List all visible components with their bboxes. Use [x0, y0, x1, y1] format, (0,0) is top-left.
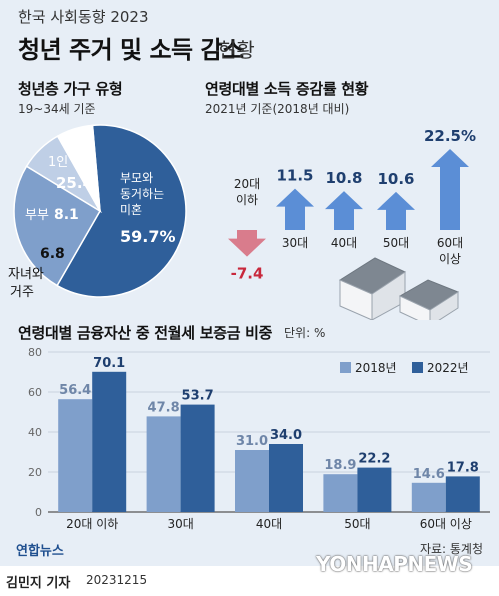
pie-label: 1인 가구 [48, 155, 96, 170]
income-category: 40대 [331, 236, 357, 250]
bar [357, 467, 392, 512]
pie-value: 59.7% [120, 227, 176, 246]
income-arrow [325, 191, 363, 230]
bar [269, 444, 303, 512]
house-part [429, 291, 459, 320]
house-part [399, 295, 431, 320]
income-category: 60대 [437, 236, 463, 250]
x-tick-label: 20대 이하 [66, 517, 118, 531]
author: 김민지 기자 [6, 576, 71, 591]
yonhap-watermark: YONHAPNEWS [316, 552, 473, 576]
page-title: 청년 주거 및 소득 감소 [18, 36, 244, 64]
x-tick-label: 50대 [344, 517, 370, 531]
pie-value: 25.4 [56, 174, 93, 192]
pie-subtitle: 19~34세 기준 [18, 102, 96, 116]
bar-value-label: 18.9 [324, 458, 356, 473]
pie-title: 청년층 가구 유형 [18, 80, 123, 98]
y-tick-label: 80 [28, 346, 42, 359]
deposit-title: 연령대별 금융자산 중 전월세 보증금 비중 [18, 324, 273, 342]
pie-slice [56, 124, 101, 212]
pie-slice [13, 165, 102, 287]
pie-value: 6.8 [40, 246, 65, 262]
pie-label: 미혼 [120, 203, 142, 217]
income-arrow [431, 149, 469, 230]
income-category: 20대 [234, 177, 260, 191]
income-value: 22.5% [424, 127, 476, 145]
deposit-unit: 단위: % [284, 326, 326, 340]
bar [146, 416, 181, 512]
pie-label: 동거하는 [120, 187, 164, 201]
x-tick-label: 60대 이상 [420, 517, 472, 531]
house-illustration [338, 257, 460, 320]
bar [92, 371, 127, 512]
income-value: -7.4 [231, 265, 264, 283]
supertitle: 한국 사회동향 2023 [18, 8, 149, 26]
income-category: 이하 [236, 193, 258, 207]
pie-label: 부부 [25, 208, 49, 223]
yonhap-logo: 연합뉴스 [16, 544, 64, 559]
date: 20231215 [86, 573, 148, 587]
source-note: 자료: 통계청 [419, 542, 483, 556]
bar-value-label: 53.7 [182, 389, 214, 404]
page-title-suffix: 현황 [218, 38, 255, 62]
bar-value-label: 56.4 [59, 383, 91, 398]
bar [445, 476, 480, 512]
pie-label: 부모와 [120, 171, 153, 185]
pie-label: 거주 [10, 285, 34, 300]
income-subtitle: 2021년 기준(2018년 대비) [205, 102, 350, 116]
bar [323, 474, 358, 512]
bar [180, 404, 215, 512]
legend-label: 2022년 [427, 361, 469, 375]
y-tick-label: 0 [35, 506, 42, 519]
income-arrow [377, 191, 415, 230]
x-tick-label: 30대 [167, 517, 193, 531]
bar-value-label: 14.6 [413, 467, 445, 482]
income-category: 50대 [383, 236, 409, 250]
bar [235, 450, 269, 512]
bar-value-label: 22.2 [358, 452, 390, 467]
income-value: 10.8 [325, 169, 362, 187]
legend-label: 2018년 [355, 361, 397, 375]
income-category: 30대 [282, 236, 308, 250]
bar-value-label: 70.1 [93, 356, 125, 371]
bar-value-label: 47.8 [148, 400, 180, 415]
pie-slice [56, 124, 187, 298]
income-value: 10.6 [377, 170, 414, 188]
bar [411, 482, 446, 512]
income-title: 연령대별 소득 증감률 현황 [205, 80, 369, 98]
income-arrow [228, 230, 266, 257]
bar-value-label: 31.0 [236, 434, 268, 449]
deposit-chart: 0 20 40 60 80 56.470.1 20대 이하 47.853.7 30대 31.0 34… [28, 346, 490, 531]
income-value: 11.5 [276, 167, 313, 185]
y-tick-label: 20 [28, 466, 42, 479]
pie-value: 8.1 [54, 207, 79, 223]
x-tick-label: 40대 [256, 517, 282, 531]
bar-value-label: 17.8 [447, 460, 479, 475]
pie-label: 자녀와 [8, 267, 44, 282]
legend-swatch [412, 362, 423, 373]
y-tick-label: 40 [28, 426, 42, 439]
bar-value-label: 34.0 [270, 428, 302, 443]
income-category: 이상 [439, 252, 461, 266]
income-arrow [276, 188, 314, 230]
bar [58, 399, 93, 512]
y-tick-label: 60 [28, 386, 42, 399]
house-part [339, 279, 373, 320]
legend-swatch [340, 362, 351, 373]
